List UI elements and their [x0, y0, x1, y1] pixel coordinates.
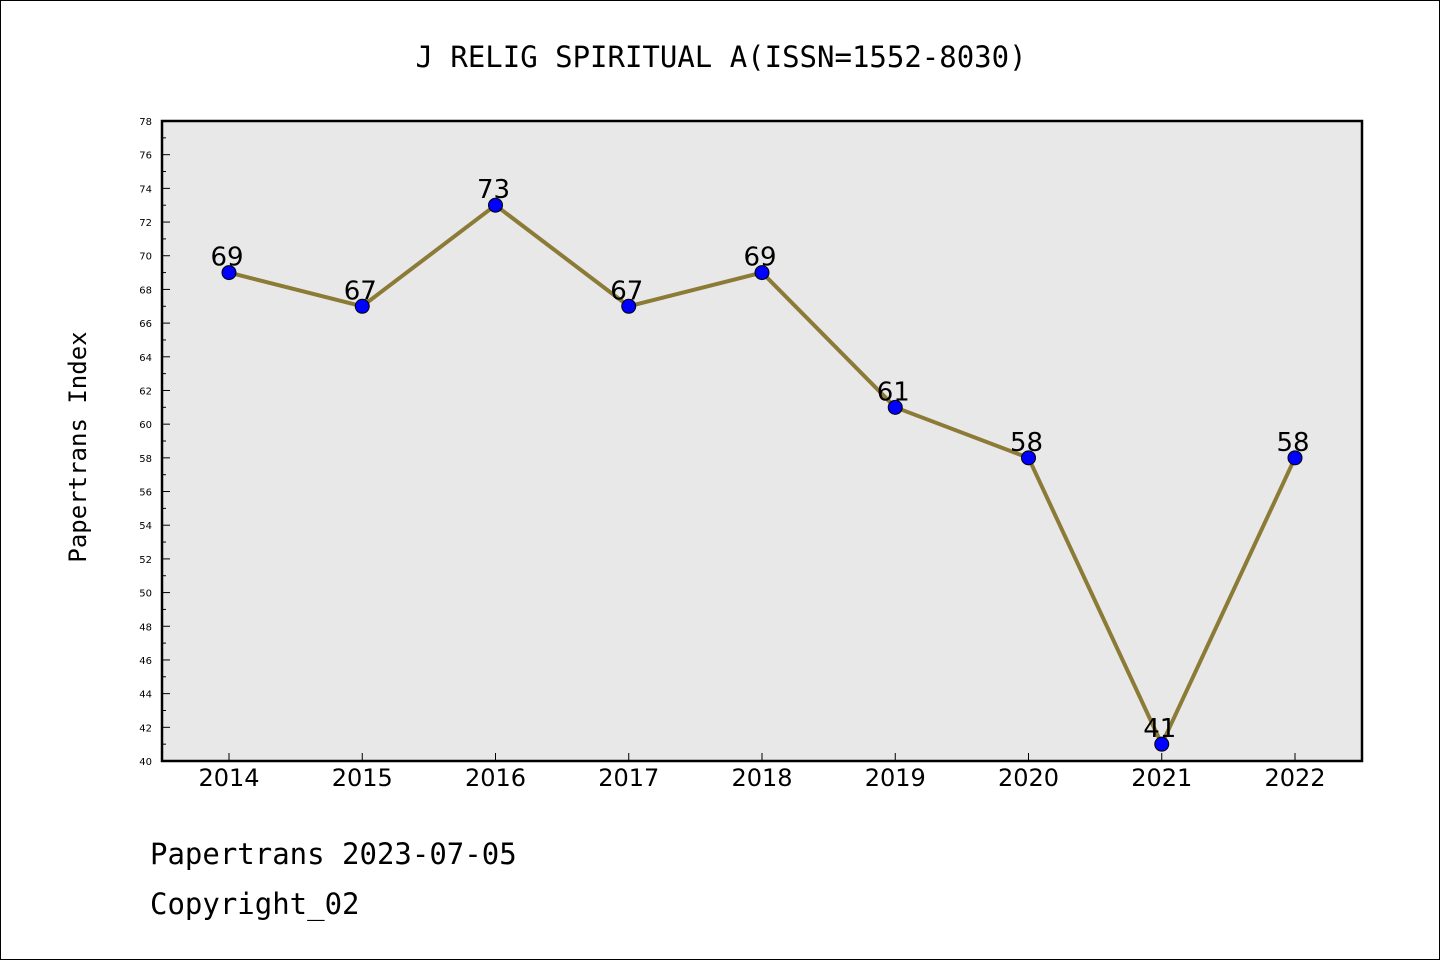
- x-tick-label: 2015: [332, 764, 393, 792]
- y-tick-label: 66: [139, 319, 152, 330]
- y-tick-label: 58: [139, 454, 152, 465]
- footer-copyright-text: Copyright_02: [150, 887, 360, 921]
- plot-area: [160, 119, 1364, 763]
- chart-title: J RELIG SPIRITUAL A(ISSN=1552-8030): [415, 40, 1026, 74]
- y-tick-label: 64: [139, 353, 152, 364]
- data-point: [488, 197, 503, 213]
- data-point: [754, 265, 770, 281]
- y-tick-label: 70: [139, 252, 152, 263]
- y-tick-label: 60: [139, 420, 152, 431]
- series-points: [221, 197, 1303, 752]
- data-label: 41: [1143, 714, 1176, 744]
- x-tick-label: 2021: [1131, 764, 1192, 792]
- y-tick-label: 62: [139, 386, 152, 397]
- data-labels: 69 67 73 67 69 61 58 41 58: [210, 175, 1309, 744]
- y-tick-label: 48: [139, 622, 152, 633]
- y-axis-label: Papertrans Index: [64, 331, 92, 562]
- y-tick-label: 40: [139, 757, 152, 768]
- y-tick-label: 50: [139, 589, 152, 600]
- data-point: [621, 298, 637, 314]
- y-tick-label: 74: [139, 184, 152, 195]
- data-label: 58: [1010, 428, 1043, 458]
- y-tick-label: 76: [139, 151, 152, 162]
- y-tick-label: 42: [139, 723, 152, 734]
- y-tick-label: 52: [139, 555, 152, 566]
- data-label: 58: [1276, 428, 1309, 458]
- data-point: [1021, 450, 1036, 466]
- x-tick-label: 2017: [598, 764, 659, 792]
- footer-date-text: Papertrans 2023-07-05: [150, 837, 517, 871]
- data-label: 69: [743, 243, 776, 273]
- y-tick-label: 44: [139, 690, 152, 701]
- x-tick-label: 2016: [465, 764, 526, 792]
- x-tick-label: 2014: [198, 764, 259, 792]
- data-label: 61: [877, 377, 910, 407]
- x-axis: 2014 2015 2016 2017 2018 2019 2020 2021 2022: [198, 753, 1326, 792]
- y-tick-label: 54: [139, 521, 152, 532]
- y-tick-label: 68: [139, 285, 152, 296]
- data-point: [354, 298, 370, 314]
- data-point: [1154, 736, 1170, 752]
- data-point: [887, 399, 903, 415]
- x-tick-label: 2019: [865, 764, 926, 792]
- data-point: [221, 265, 237, 281]
- y-tick-label: 46: [139, 656, 152, 667]
- data-label: 67: [344, 276, 377, 306]
- y-tick-label: 72: [139, 218, 152, 229]
- data-point: [1287, 450, 1303, 466]
- y-axis: 40 42 44 46 48 50 52 54 56 58 60 62 64 66 68 70 72 74 76 78: [139, 117, 170, 768]
- data-label: 69: [210, 243, 243, 273]
- y-tick-label: 56: [139, 488, 152, 499]
- x-tick-label: 2022: [1264, 764, 1325, 792]
- data-label: 73: [477, 175, 510, 205]
- x-tick-label: 2020: [998, 764, 1059, 792]
- y-tick-label: 78: [139, 117, 152, 128]
- x-tick-label: 2018: [731, 764, 792, 792]
- data-label: 67: [610, 276, 643, 306]
